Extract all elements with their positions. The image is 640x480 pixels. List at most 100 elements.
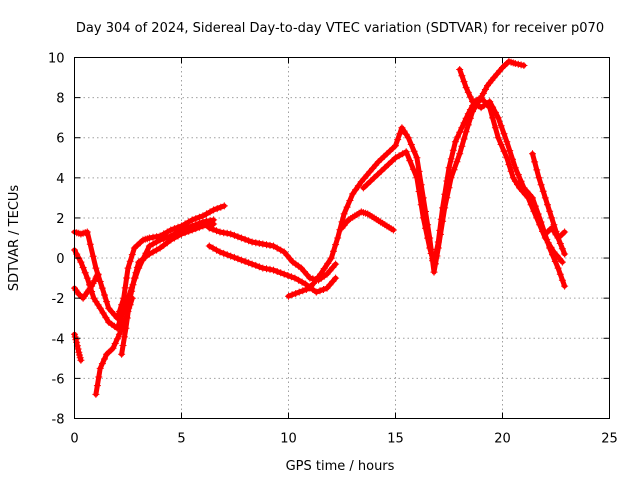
data-point-marker xyxy=(489,103,497,111)
data-point-marker xyxy=(354,182,362,190)
data-point-marker xyxy=(324,259,332,267)
data-point-marker xyxy=(145,234,153,242)
data-point-marker xyxy=(227,252,235,260)
data-point-marker xyxy=(434,238,442,246)
data-point-marker xyxy=(205,242,213,250)
data-point-marker xyxy=(340,210,348,218)
data-point-marker xyxy=(79,264,87,271)
data-point-marker xyxy=(558,245,566,253)
data-point-marker xyxy=(529,194,536,202)
data-point-marker xyxy=(280,248,288,256)
data-point-marker xyxy=(526,191,534,199)
data-point-marker xyxy=(377,167,385,175)
data-point-marker xyxy=(554,264,562,272)
series-markers-6 xyxy=(118,220,218,358)
data-point-marker xyxy=(156,236,164,244)
data-point-marker xyxy=(291,274,299,282)
data-point-marker xyxy=(93,382,101,390)
data-point-marker xyxy=(462,114,470,122)
data-point-marker xyxy=(450,166,458,174)
data-point-marker xyxy=(520,62,528,69)
data-point-marker xyxy=(503,154,511,162)
x-tick-label: 5 xyxy=(177,432,185,447)
data-point-marker xyxy=(96,364,104,372)
data-point-marker xyxy=(245,259,253,267)
data-point-marker xyxy=(404,134,412,142)
data-point-marker xyxy=(392,142,399,150)
data-point-marker xyxy=(149,248,157,256)
data-point-marker xyxy=(234,255,242,263)
data-point-marker xyxy=(556,240,564,247)
data-point-marker xyxy=(160,235,168,243)
data-point-marker xyxy=(332,260,340,268)
series-markers-10 xyxy=(338,208,397,234)
data-point-marker xyxy=(306,274,314,282)
data-point-marker xyxy=(83,228,91,236)
data-point-marker xyxy=(381,164,389,172)
data-point-marker xyxy=(312,288,320,296)
data-point-marker xyxy=(529,150,536,158)
data-point-marker xyxy=(332,241,340,249)
series-markers-14 xyxy=(541,224,569,242)
data-point-marker xyxy=(433,245,441,253)
data-point-marker xyxy=(123,274,131,282)
data-point-marker xyxy=(273,268,281,275)
data-point-marker xyxy=(119,342,127,349)
data-point-marker xyxy=(237,234,245,242)
data-point-marker xyxy=(120,333,128,341)
data-point-marker xyxy=(283,251,291,259)
x-axis-label: GPS time / hours xyxy=(286,459,395,474)
data-point-marker xyxy=(252,261,260,269)
data-point-marker xyxy=(220,229,228,237)
data-point-marker xyxy=(561,250,569,258)
x-tick-label: 10 xyxy=(280,432,297,447)
data-point-marker xyxy=(270,242,277,250)
data-point-marker xyxy=(558,276,566,284)
data-point-marker xyxy=(105,304,113,312)
data-point-marker xyxy=(443,177,451,185)
data-point-marker xyxy=(430,268,438,276)
x-tick-label: 0 xyxy=(70,432,78,447)
data-point-marker xyxy=(346,197,354,204)
y-tick-label: 6 xyxy=(56,132,64,147)
data-point-marker xyxy=(128,251,136,259)
data-point-marker xyxy=(77,356,85,364)
series-line-12 xyxy=(457,67,568,289)
data-point-marker xyxy=(454,133,462,141)
data-point-marker xyxy=(451,138,459,146)
x-tick-label: 25 xyxy=(601,432,618,447)
data-point-marker xyxy=(543,235,551,243)
data-point-marker xyxy=(500,147,508,155)
data-point-marker xyxy=(255,263,263,271)
data-point-marker xyxy=(544,201,551,209)
data-point-marker xyxy=(74,345,82,353)
data-point-marker xyxy=(490,74,498,82)
y-tick-label: 2 xyxy=(56,212,64,227)
data-point-marker xyxy=(135,258,143,266)
data-point-marker xyxy=(439,204,447,212)
data-point-marker xyxy=(210,206,218,214)
data-point-marker xyxy=(101,355,108,363)
data-point-marker xyxy=(458,142,466,150)
data-point-marker xyxy=(188,226,196,234)
data-point-marker xyxy=(514,171,522,179)
data-point-marker xyxy=(220,202,228,210)
data-point-marker xyxy=(255,239,263,247)
data-point-marker xyxy=(178,230,185,238)
data-point-marker xyxy=(503,138,511,146)
data-point-marker xyxy=(126,257,134,265)
data-point-marker xyxy=(497,141,505,148)
data-point-marker xyxy=(128,287,136,295)
data-point-marker xyxy=(537,181,545,189)
data-point-marker xyxy=(192,225,200,233)
data-point-marker xyxy=(548,214,556,222)
data-point-marker xyxy=(101,291,108,299)
data-point-marker xyxy=(359,184,367,192)
data-point-marker xyxy=(223,251,231,259)
data-point-marker xyxy=(437,215,445,223)
data-point-marker xyxy=(230,253,238,261)
data-point-marker xyxy=(92,390,100,398)
data-point-marker xyxy=(366,168,374,176)
data-point-marker xyxy=(167,226,175,234)
